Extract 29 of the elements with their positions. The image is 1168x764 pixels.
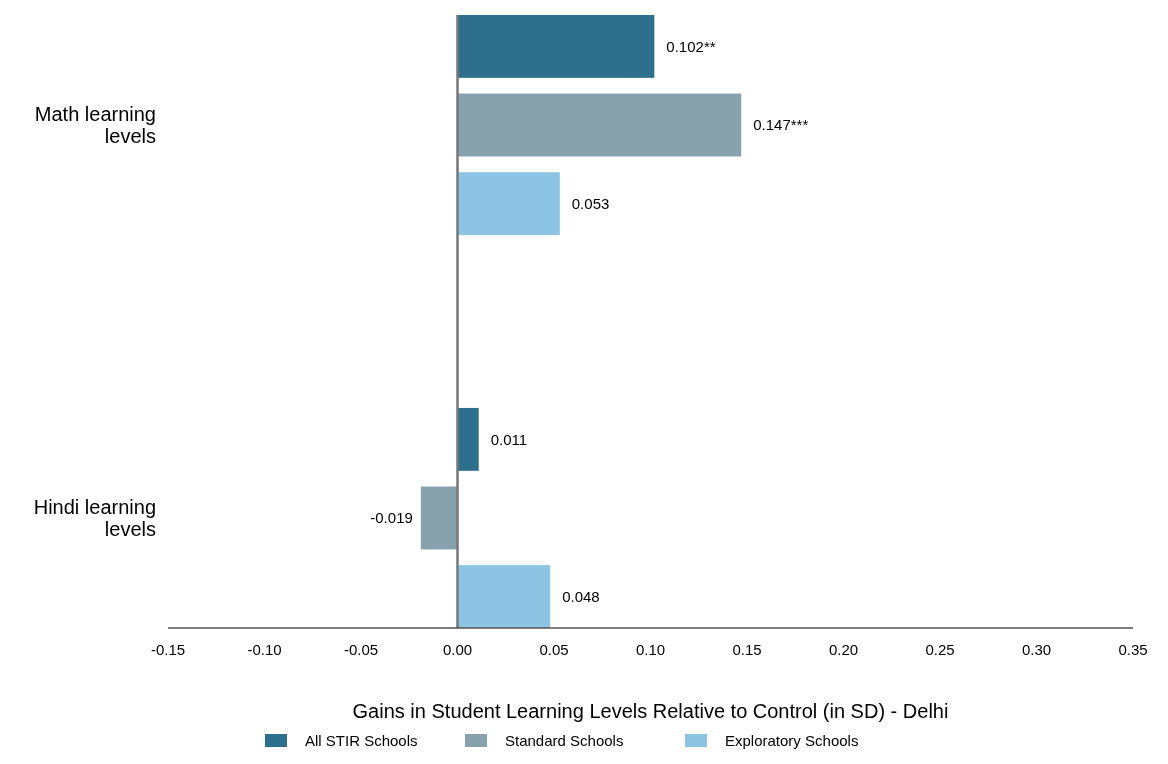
x-tick-label: 0.25 bbox=[925, 641, 955, 658]
x-tick-label: 0.00 bbox=[442, 641, 473, 658]
legend-label: Exploratory Schools bbox=[725, 732, 859, 749]
x-tick-label: 0.10 bbox=[635, 641, 666, 658]
y-tick-label: Math learning levels bbox=[34, 103, 156, 148]
legend-label: All STIR Schools bbox=[305, 732, 418, 749]
data-label: 0.011 bbox=[490, 430, 528, 448]
bar bbox=[457, 15, 655, 78]
legend-label: Standard Schools bbox=[505, 732, 624, 749]
x-tick-label: -0.15 bbox=[150, 641, 186, 658]
data-label: 0.048 bbox=[562, 587, 600, 605]
data-label: 0.053 bbox=[571, 194, 610, 212]
x-tick-label: -0.10 bbox=[247, 641, 282, 658]
x-tick-label: 0.30 bbox=[1021, 641, 1052, 658]
y-tick-label: Hindi learning levels bbox=[33, 495, 156, 540]
x-tick-label: 0.15 bbox=[732, 641, 762, 658]
bar bbox=[457, 565, 551, 628]
data-label: 0.147*** bbox=[753, 116, 809, 134]
x-tick-label: 0.05 bbox=[539, 641, 569, 658]
x-axis-title: Gains in Student Learning Levels Relative to Control (in SD) - Delhi bbox=[352, 700, 949, 722]
x-tick-label: 0.35 bbox=[1118, 641, 1148, 658]
x-tick-label: 0.20 bbox=[828, 641, 859, 658]
x-tick-label: -0.05 bbox=[343, 641, 379, 658]
data-label: 0.102** bbox=[666, 37, 716, 55]
data-label: -0.019 bbox=[370, 509, 413, 527]
bar bbox=[420, 486, 458, 550]
bar bbox=[457, 407, 479, 471]
bar bbox=[457, 93, 742, 157]
bar bbox=[457, 172, 560, 236]
